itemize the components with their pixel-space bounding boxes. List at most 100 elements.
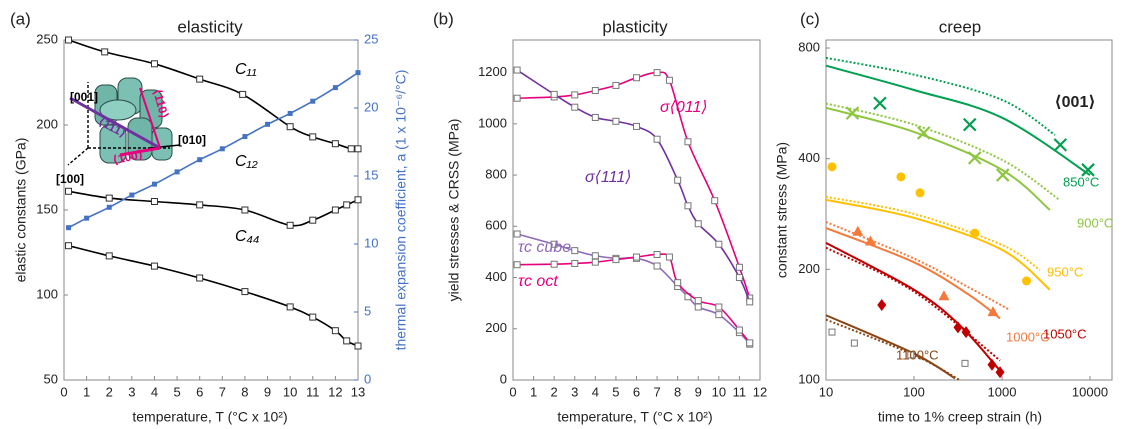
- y-tick-label: 200: [485, 320, 507, 335]
- data-point: [852, 225, 864, 236]
- data-point: [343, 201, 351, 209]
- data-point: [711, 197, 719, 205]
- y-tick-label: 50: [44, 371, 58, 386]
- y2-tick-label: 25: [364, 31, 378, 46]
- model-curve-dotted: [825, 56, 1056, 136]
- x-tick-label: 7: [653, 384, 660, 399]
- data-point: [916, 126, 931, 140]
- y-tick-label: 100: [36, 286, 58, 301]
- data-point: [715, 303, 723, 311]
- data-point: [105, 194, 113, 202]
- data-point: [571, 91, 579, 99]
- y-tick-label: 400: [485, 269, 507, 284]
- x-tick-label: 0: [60, 384, 67, 399]
- data-point: [735, 274, 743, 282]
- data-point: [286, 221, 294, 229]
- series-label: σ⟨111⟩: [585, 169, 631, 186]
- data-point: [633, 122, 640, 130]
- data-point: [343, 337, 351, 345]
- chart-title: elasticity: [177, 17, 243, 36]
- data-point: [896, 172, 906, 182]
- data-point: [151, 181, 157, 187]
- annotation: ⟨001⟩: [1054, 94, 1095, 111]
- x-tick-label: 4: [592, 384, 599, 399]
- data-point: [907, 351, 915, 359]
- x-tick-label: 6: [633, 384, 640, 399]
- x-tick-label: 11: [306, 384, 320, 399]
- series-label: σ⟨011⟩: [660, 99, 708, 116]
- data-point: [746, 339, 754, 347]
- x-tick-label: 8: [674, 384, 681, 399]
- x-tick-label: 1: [83, 384, 90, 399]
- y-tick-label: 250: [36, 31, 58, 46]
- data-point: [571, 103, 579, 111]
- data-point: [101, 48, 109, 56]
- series-label: 1100°C: [896, 347, 939, 362]
- data-point: [354, 145, 362, 153]
- x-tick-label: 2: [106, 384, 113, 399]
- data-point: [715, 311, 723, 319]
- data-point: [864, 235, 876, 246]
- data-point: [694, 303, 702, 311]
- data-point: [286, 123, 294, 131]
- y-tick-label: 150: [36, 201, 58, 216]
- y-axis-label: elastic constants (GPa): [13, 138, 29, 283]
- model-curve: [825, 198, 1051, 291]
- data-point: [239, 90, 247, 98]
- data-point: [633, 253, 640, 261]
- y2-tick-label: 5: [364, 303, 371, 318]
- data-point: [653, 69, 661, 77]
- data-point: [219, 146, 225, 152]
- data-point: [953, 321, 963, 334]
- data-point: [970, 228, 980, 238]
- data-point: [633, 74, 640, 82]
- data-point: [355, 70, 361, 76]
- x-tick-label: 100: [903, 384, 925, 399]
- data-point: [331, 206, 339, 214]
- x-axis-label: temperature, T (°C x 10²): [132, 409, 287, 425]
- data-point: [513, 261, 521, 269]
- x-tick-label: 10: [712, 384, 726, 399]
- x-tick-label: 1000: [988, 384, 1017, 399]
- data-point: [612, 256, 620, 264]
- model-curve: [825, 64, 1091, 176]
- data-point: [196, 274, 204, 282]
- data-point: [310, 98, 316, 104]
- series-line: [68, 244, 359, 347]
- data-point: [550, 260, 558, 268]
- x-tick-label: 10: [819, 384, 833, 399]
- data-point: [591, 252, 599, 260]
- data-point: [938, 290, 950, 301]
- series-line: [68, 190, 359, 227]
- series-label: 950°C: [1047, 264, 1083, 279]
- data-point: [612, 81, 620, 89]
- x-tick-label: 2: [551, 384, 558, 399]
- model-curve-dotted: [825, 246, 1001, 362]
- data-point: [684, 138, 692, 146]
- data-point: [174, 169, 180, 175]
- x-tick-label: 5: [612, 384, 619, 399]
- annotation: [100]: [56, 172, 84, 186]
- annotation: [001]: [70, 90, 98, 104]
- series-label: 900°C: [1077, 215, 1113, 230]
- data-point: [331, 327, 339, 335]
- model-curve: [825, 242, 1001, 372]
- data-point: [242, 134, 248, 140]
- data-point: [65, 242, 73, 250]
- x-tick-label: 13: [351, 384, 365, 399]
- data-point: [828, 328, 836, 336]
- data-point: [84, 215, 90, 221]
- data-point: [241, 206, 249, 214]
- data-point: [197, 157, 203, 163]
- data-point: [665, 253, 673, 261]
- y-tick-label: 1000: [478, 115, 507, 130]
- data-point: [653, 250, 661, 258]
- y-tick-label: 100: [798, 371, 820, 386]
- data-point: [513, 94, 521, 102]
- x-tick-label: 6: [196, 384, 203, 399]
- data-point: [591, 87, 599, 95]
- data-point: [987, 306, 999, 317]
- data-point: [65, 36, 73, 44]
- series-label: C₄₄: [235, 228, 259, 245]
- y2-tick-label: 15: [364, 167, 378, 182]
